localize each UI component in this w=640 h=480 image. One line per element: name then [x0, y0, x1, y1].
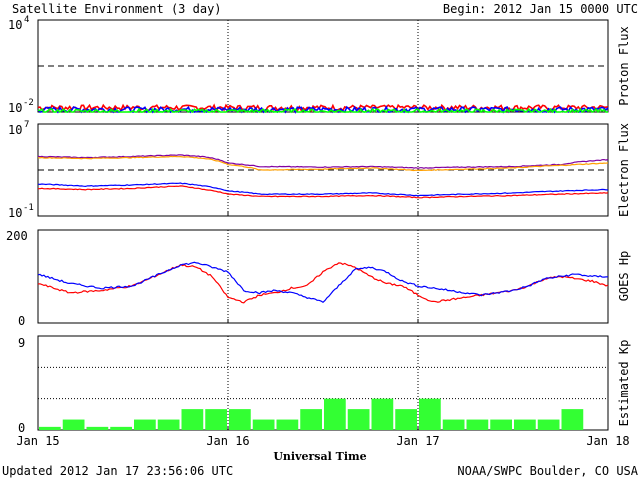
kp-ytick-max: 9 — [18, 336, 25, 350]
begin-label: Begin: 2012 Jan 15 0000 UTC — [443, 2, 638, 16]
electron-series-orange — [37, 155, 609, 172]
kp-bar-0 — [39, 426, 61, 430]
kp-bar-5 — [157, 419, 180, 430]
goes-hp-ylabel: GOES Hp — [617, 251, 631, 302]
kp-bar-16 — [419, 398, 441, 430]
chart-marks — [37, 20, 609, 430]
goes-hp-frame — [37, 229, 609, 324]
kp-bar-22 — [561, 409, 584, 430]
kp-bar-18 — [466, 419, 489, 430]
electron-ytick-min-exp: -1 — [23, 203, 34, 213]
kp-bar-3 — [110, 426, 132, 430]
kp-bar-15 — [395, 409, 417, 430]
hp-ytick-max: 200 — [6, 229, 28, 243]
xtick-jan18: Jan 18 — [586, 434, 629, 448]
electron-series-red — [38, 185, 609, 199]
kp-bar-7 — [205, 409, 227, 430]
xtick-jan15: Jan 15 — [16, 434, 59, 448]
kp-bar-9 — [252, 419, 275, 430]
electron-ylabel: Electron Flux — [617, 123, 631, 217]
kp-bar-14 — [371, 398, 394, 430]
kp-bar-4 — [134, 419, 156, 430]
kp-bar-12 — [324, 398, 346, 430]
updated-timestamp: Updated 2012 Jan 17 23:56:06 UTC — [2, 464, 233, 478]
kp-bar-1 — [62, 419, 85, 430]
kp-bar-21 — [537, 419, 560, 430]
kp-bar-17 — [442, 419, 465, 430]
proton-ytick-min-exp: -2 — [23, 98, 34, 108]
electron-ytick-max-exp: 7 — [24, 120, 29, 130]
electron-ytick-max-base: 10 — [8, 123, 22, 137]
electron-series-purple — [37, 154, 609, 170]
kp-bar-13 — [347, 409, 370, 430]
hp-ytick-min: 0 — [18, 314, 25, 328]
xtick-jan17: Jan 17 — [396, 434, 439, 448]
kp-bar-11 — [300, 409, 322, 430]
proton-series-green — [37, 107, 608, 114]
x-axis-title: Universal Time — [273, 450, 366, 463]
goes-hp-series-blue — [37, 261, 609, 304]
electron-series-blue — [37, 182, 608, 197]
proton-series-blue — [37, 105, 609, 114]
credit-text: NOAA/SWPC Boulder, CO USA — [457, 464, 638, 478]
electron-ytick-min-base: 10 — [8, 206, 22, 220]
kp-bar-19 — [490, 419, 512, 430]
chart-title: Satellite Environment (3 day) — [12, 2, 222, 16]
xtick-jan16: Jan 16 — [206, 434, 249, 448]
kp-bar-2 — [86, 426, 109, 430]
kp-bar-6 — [181, 409, 204, 430]
goes-hp-panel — [37, 229, 609, 324]
proton-ytick-max-base: 10 — [8, 18, 22, 32]
proton-ytick-max-exp: 4 — [24, 15, 29, 25]
kp-panel — [37, 335, 609, 431]
kp-bar-8 — [229, 409, 251, 430]
kp-frame — [37, 335, 609, 431]
kp-ytick-min: 0 — [18, 421, 25, 435]
kp-bar-20 — [514, 419, 536, 430]
kp-ylabel: Estimated Kp — [617, 340, 631, 427]
proton-ytick-min-base: 10 — [8, 101, 22, 115]
kp-bar-10 — [276, 419, 299, 430]
proton-ylabel: Proton Flux — [617, 26, 631, 105]
